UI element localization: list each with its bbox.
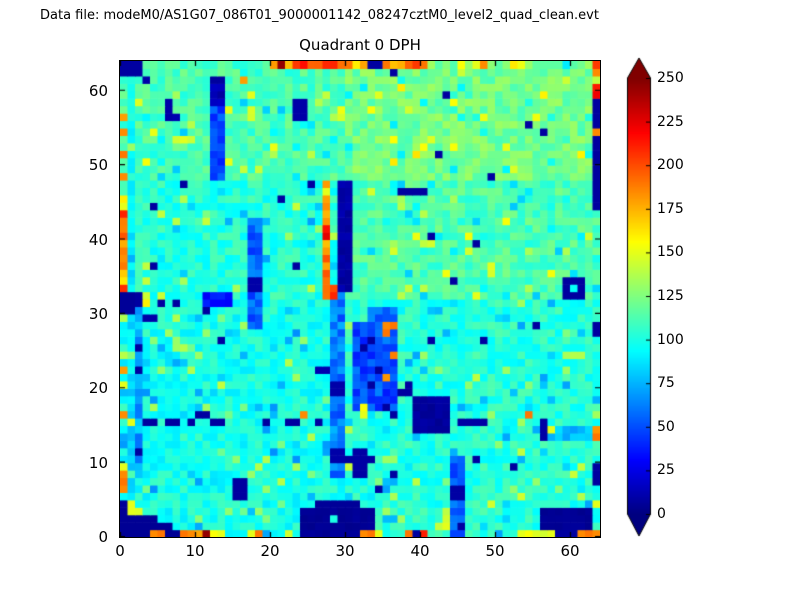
heatmap-canvas: [120, 61, 600, 537]
x-tick-label: 10: [185, 542, 205, 560]
colorbar-tick-label: 200: [657, 157, 684, 174]
colorbar: [626, 56, 652, 538]
x-tick-label: 50: [485, 542, 505, 560]
y-tick-label: 40: [88, 230, 108, 249]
x-tick-label: 30: [335, 542, 355, 560]
colorbar-tick-label: 225: [657, 113, 684, 130]
y-tick-label: 30: [88, 304, 108, 323]
y-tick-label: 60: [88, 81, 108, 100]
colorbar-tick-label: 0: [657, 506, 666, 522]
y-tick-label: 10: [88, 453, 108, 472]
colorbar-tick-label: 175: [657, 200, 684, 217]
colorbar-tick-label: 75: [657, 375, 675, 392]
x-tick-label: 0: [115, 542, 125, 560]
colorbar-tick-label: 100: [657, 331, 684, 348]
colorbar-tick-label: 125: [657, 288, 684, 304]
data-file-label: Data file: modeM0/AS1G07_086T01_90000011…: [40, 8, 599, 23]
colorbar-tick-label: 150: [657, 244, 684, 261]
x-tick-label: 60: [560, 542, 580, 560]
plot-axes-frame: [119, 60, 601, 538]
colorbar-tick-label: 250: [657, 70, 684, 86]
x-tick-label: 20: [260, 542, 280, 560]
y-tick-label: 20: [88, 379, 108, 398]
x-tick-label: 40: [410, 542, 430, 560]
colorbar-tick-label: 50: [657, 418, 675, 435]
plot-title: Quadrant 0 DPH: [299, 36, 421, 54]
y-tick-label: 50: [88, 156, 108, 175]
y-tick-label: 0: [98, 528, 108, 546]
colorbar-tick-label: 25: [657, 462, 675, 479]
